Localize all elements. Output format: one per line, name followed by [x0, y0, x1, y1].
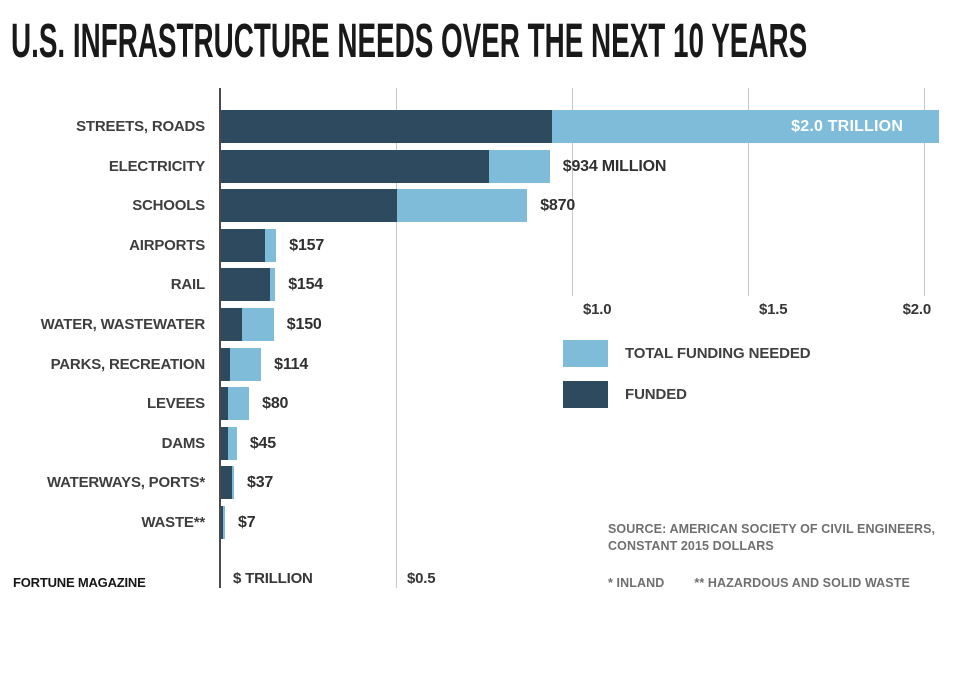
legend-label-funded: FUNDED — [625, 386, 687, 403]
bar-funded — [221, 110, 552, 143]
category-label: SCHOOLS — [132, 197, 205, 214]
footnote-inland: * INLAND — [608, 576, 665, 590]
bar-total-funding — [221, 387, 250, 420]
bar-total-funding — [221, 189, 528, 222]
category-label: AIRPORTS — [129, 237, 205, 254]
value-label: $114 — [274, 356, 309, 373]
bar-funded — [221, 268, 270, 301]
axis-tick-label-1.5: $1.5 — [759, 301, 788, 318]
category-label: DAMS — [161, 435, 206, 452]
footnotes: * INLAND ** HAZARDOUS AND SOLID WASTE — [608, 576, 910, 590]
bar-total-funding — [221, 308, 274, 341]
bar-funded — [221, 229, 265, 262]
category-label: LEVEES — [147, 395, 205, 412]
bar-total-funding — [221, 268, 276, 301]
chart-title: U.S. INFRASTRUCTURE NEEDS OVER THE NEXT … — [11, 15, 808, 68]
value-label: $80 — [262, 395, 289, 412]
bar-funded — [221, 189, 397, 222]
value-label: $154 — [288, 276, 323, 293]
bar-funded — [221, 387, 229, 420]
source-note: SOURCE: AMERICAN SOCIETY OF CIVIL ENGINE… — [608, 521, 935, 555]
bar-funded — [221, 506, 223, 539]
legend-swatch-funded-icon — [563, 381, 608, 408]
gridline-1-0 — [572, 88, 573, 296]
bar-total-funding — [221, 229, 277, 262]
gridline-0-5 — [396, 88, 397, 588]
bar-total-funding — [221, 466, 235, 499]
value-label: $870 — [540, 197, 576, 214]
axis-tick-label-0-5: $0.5 — [407, 570, 436, 587]
axis-tick-label-2: $2.0 — [902, 301, 932, 318]
legend-label-total: TOTAL FUNDING NEEDED — [625, 345, 811, 362]
bar-funded — [221, 150, 489, 183]
category-label: WATERWAYS, PORTS* — [46, 474, 205, 491]
value-label: $2.0 TRILLION — [791, 118, 904, 135]
category-label: STREETS, ROADS — [76, 118, 205, 135]
category-label: ELECTRICITY — [108, 158, 205, 175]
value-label: $157 — [289, 237, 325, 254]
bar-total-funding — [221, 427, 237, 460]
bar-funded — [221, 308, 243, 341]
category-label: WASTE** — [141, 514, 205, 531]
legend-swatch-total-icon — [563, 340, 608, 367]
bar-funded — [221, 466, 232, 499]
bar-total-funding — [221, 348, 262, 381]
value-label: $37 — [247, 474, 274, 491]
y-axis-line — [219, 88, 221, 588]
value-label: $934 MILLION — [562, 158, 667, 175]
bar-total-funding: $2.0 TRILLION — [221, 110, 940, 143]
bar-total-funding — [221, 506, 225, 539]
source-line-1: SOURCE: AMERICAN SOCIETY OF CIVIL ENGINE… — [608, 522, 936, 536]
category-label: PARKS, RECREATION — [50, 356, 206, 373]
value-label: $150 — [286, 316, 322, 333]
footnote-hazardous-waste: ** HAZARDOUS AND SOLID WASTE — [694, 576, 910, 590]
source-line-2: CONSTANT 2015 DOLLARS — [608, 539, 774, 553]
value-label: $45 — [249, 435, 276, 452]
legend: TOTAL FUNDING NEEDED FUNDED — [563, 340, 811, 408]
value-label: $7 — [238, 514, 256, 531]
category-label: WATER, WASTEWATER — [40, 316, 206, 333]
category-label: RAIL — [170, 276, 205, 293]
gridline-2-0 — [924, 88, 925, 296]
credit: FORTUNE MAGAZINE — [13, 575, 146, 590]
bar-funded — [221, 427, 229, 460]
gridline-1-5 — [748, 88, 749, 296]
bar-funded — [221, 348, 231, 381]
axis-tick-label-1: $1.0 — [583, 301, 612, 318]
legend-item-total-funding-needed: TOTAL FUNDING NEEDED — [563, 340, 811, 367]
legend-item-funded: FUNDED — [563, 381, 811, 408]
bar-total-funding — [221, 150, 550, 183]
axis-unit-label: $ TRILLION — [233, 570, 313, 587]
